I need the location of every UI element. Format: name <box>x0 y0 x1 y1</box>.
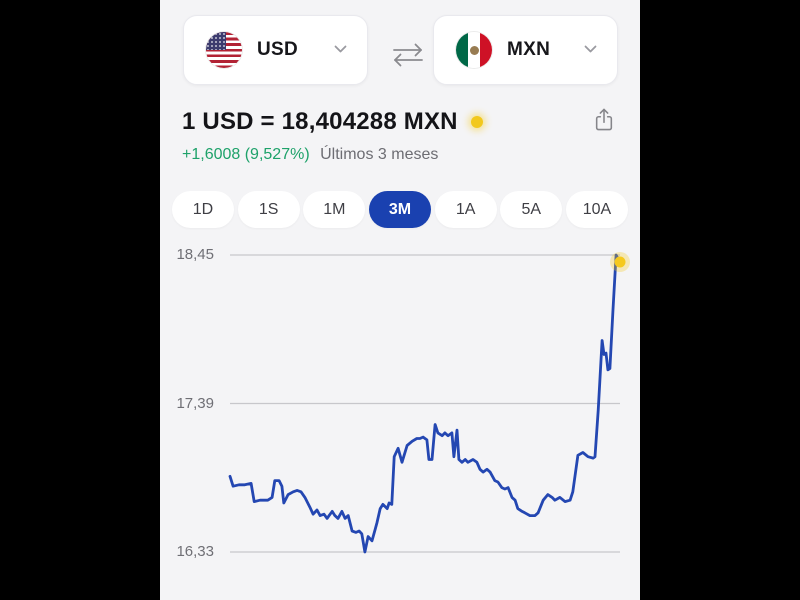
rate-change-value: +1,6008 (9,527%) <box>182 146 310 163</box>
time-range-selector: 1D 1S 1M 3M 1A 5A 10A <box>172 191 628 228</box>
from-currency-selector[interactable]: USD <box>183 15 368 85</box>
us-flag-icon <box>206 32 242 68</box>
rate-headline: 1 USD = 18,404288 MXN <box>182 108 458 135</box>
chevron-down-icon <box>334 41 347 59</box>
endpoint-dot <box>614 256 626 268</box>
range-pill-1a[interactable]: 1A <box>434 191 497 228</box>
y-axis-tick: 18,45 <box>176 246 214 263</box>
rate-change-period: Últimos 3 meses <box>320 146 439 163</box>
range-pill-5a[interactable]: 5A <box>500 191 563 228</box>
share-icon <box>595 108 613 130</box>
to-currency-code: MXN <box>507 39 551 60</box>
mexico-flag-icon <box>456 32 492 68</box>
range-pill-1s[interactable]: 1S <box>237 191 300 228</box>
converter-panel: USD MXN 1 USD = 18,404288 MXN <box>160 0 640 600</box>
to-currency-selector[interactable]: MXN <box>433 15 618 85</box>
range-pill-3m-selected[interactable]: 3M <box>368 191 431 228</box>
rate-line-chart <box>228 252 630 554</box>
y-axis-tick: 17,39 <box>176 394 214 412</box>
share-button[interactable] <box>588 102 620 136</box>
chevron-down-icon <box>584 41 597 59</box>
range-pill-1d[interactable]: 1D <box>172 191 234 228</box>
from-currency-code: USD <box>257 39 299 60</box>
range-pill-1m[interactable]: 1M <box>303 191 366 228</box>
rate-chart-area[interactable]: 18,45 17,39 16,33 <box>160 240 640 570</box>
y-axis-tick: 16,33 <box>176 543 214 560</box>
range-pill-10a[interactable]: 10A <box>565 191 628 228</box>
live-indicator-dot <box>470 116 483 128</box>
swap-currencies-button[interactable] <box>389 40 427 70</box>
swap-arrows-icon <box>393 43 423 67</box>
